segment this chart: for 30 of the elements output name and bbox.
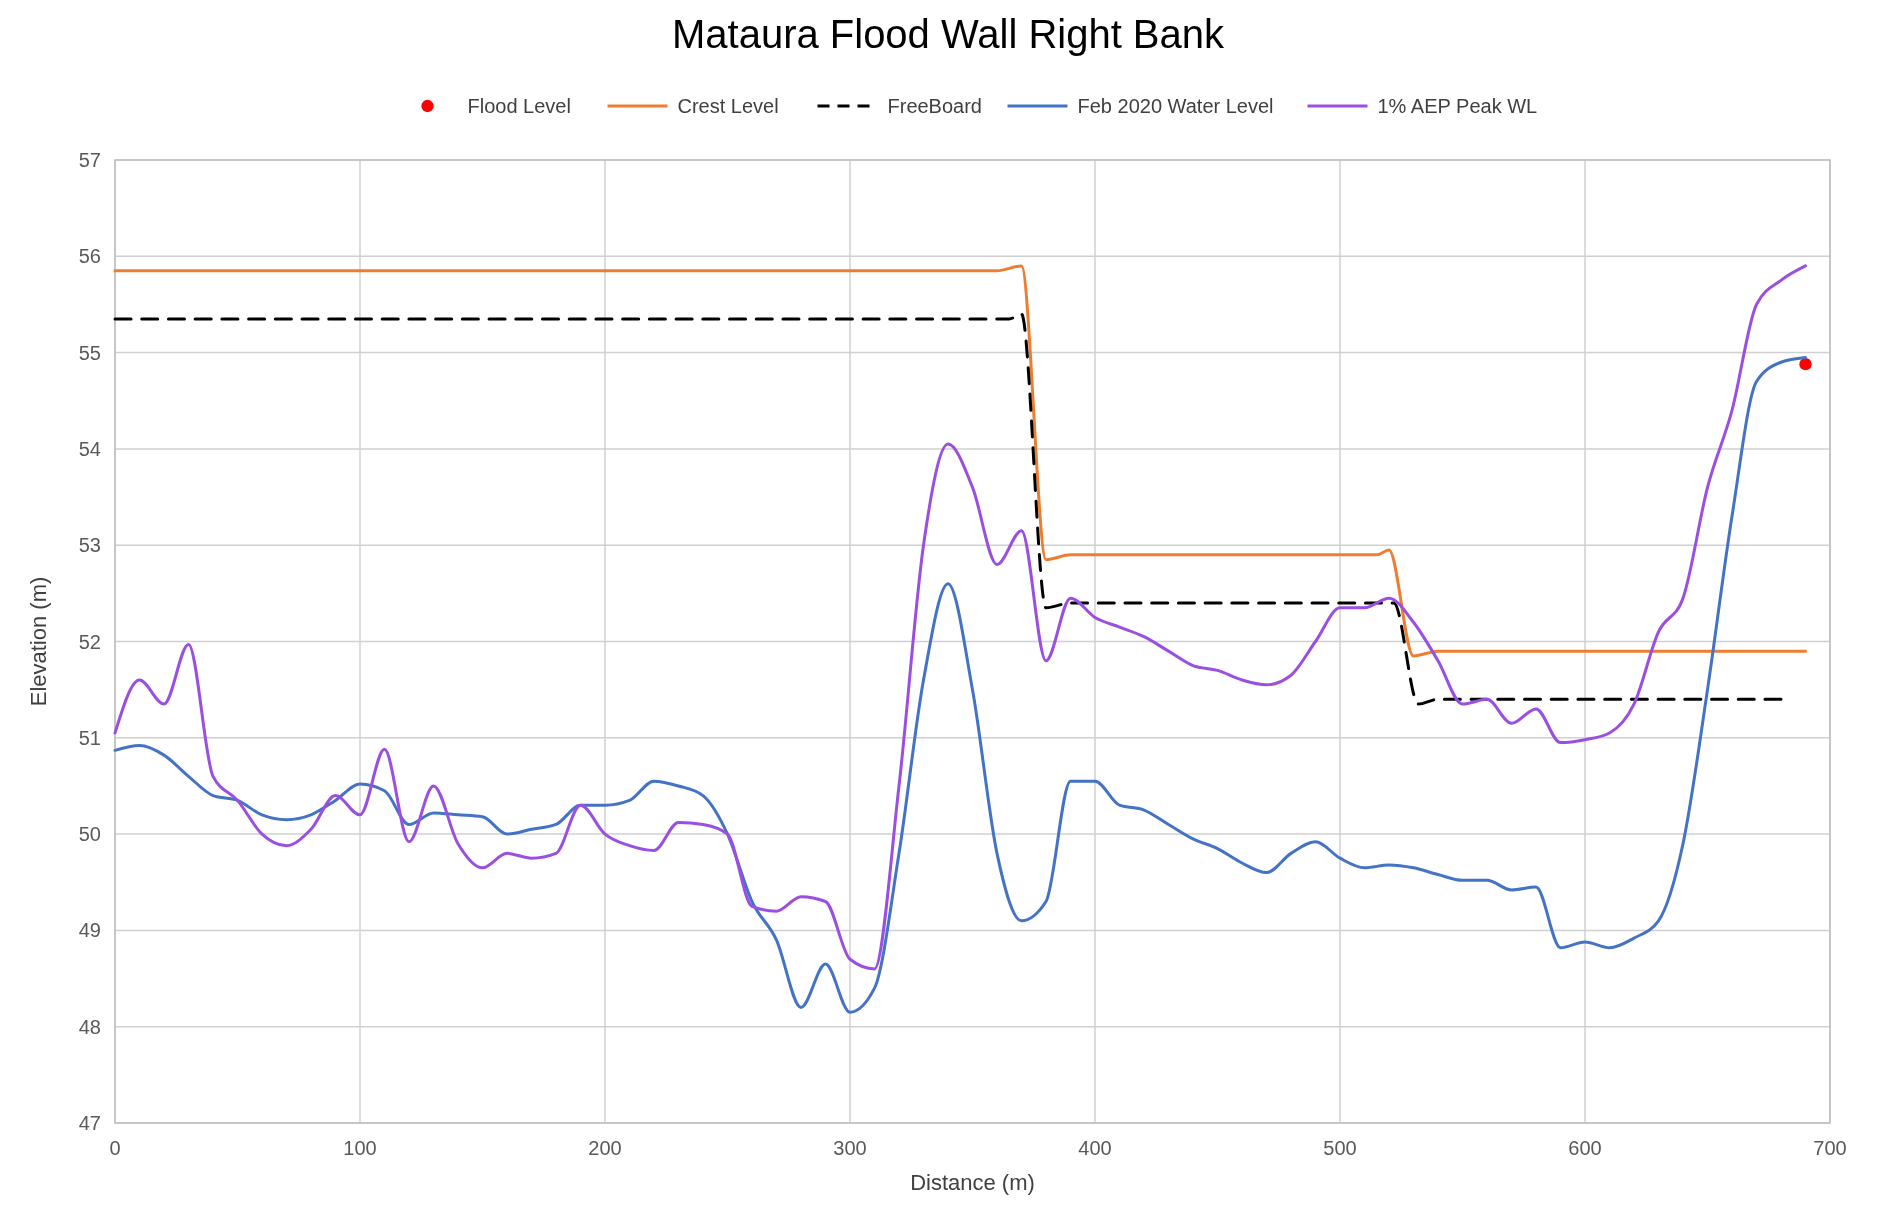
- y-tick-label: 50: [78, 823, 101, 846]
- y-axis-title: Elevation (m): [26, 576, 51, 707]
- y-tick-label: 54: [78, 437, 101, 460]
- y-tick-label: 57: [78, 149, 101, 171]
- chart-title: Mataura Flood Wall Right Bank: [671, 12, 1226, 56]
- x-tick-label: 100: [343, 1137, 377, 1159]
- x-tick-label: 700: [1813, 1137, 1847, 1159]
- y-tick-label: 49: [78, 919, 101, 942]
- x-tick-label: 600: [1568, 1137, 1602, 1159]
- line-series: [113, 264, 1807, 971]
- x-tick-label: 300: [833, 1137, 867, 1159]
- y-tick-label: 51: [78, 726, 101, 749]
- legend-label: FreeBoard: [887, 95, 982, 117]
- legend-label: Flood Level: [467, 95, 571, 117]
- x-tick-label: 500: [1323, 1137, 1357, 1159]
- y-tick-label: 52: [78, 630, 101, 653]
- y-tick-label: 47: [78, 1112, 101, 1134]
- line-series: [113, 312, 1783, 706]
- x-axis-title: Distance (m): [910, 1170, 1035, 1195]
- x-tick-label: 400: [1078, 1137, 1112, 1159]
- line-series: [113, 264, 1807, 658]
- legend-label: Feb 2020 Water Level: [1077, 95, 1274, 117]
- legend-label: Crest Level: [677, 95, 779, 117]
- y-tick-label: 55: [78, 341, 101, 364]
- x-tick-label: 0: [109, 1137, 121, 1159]
- legend-label: 1% AEP Peak WL: [1377, 95, 1538, 117]
- y-tick-label: 53: [78, 534, 101, 557]
- y-tick-label: 48: [78, 1015, 101, 1038]
- x-tick-label: 200: [588, 1137, 622, 1159]
- y-tick-label: 56: [78, 245, 101, 268]
